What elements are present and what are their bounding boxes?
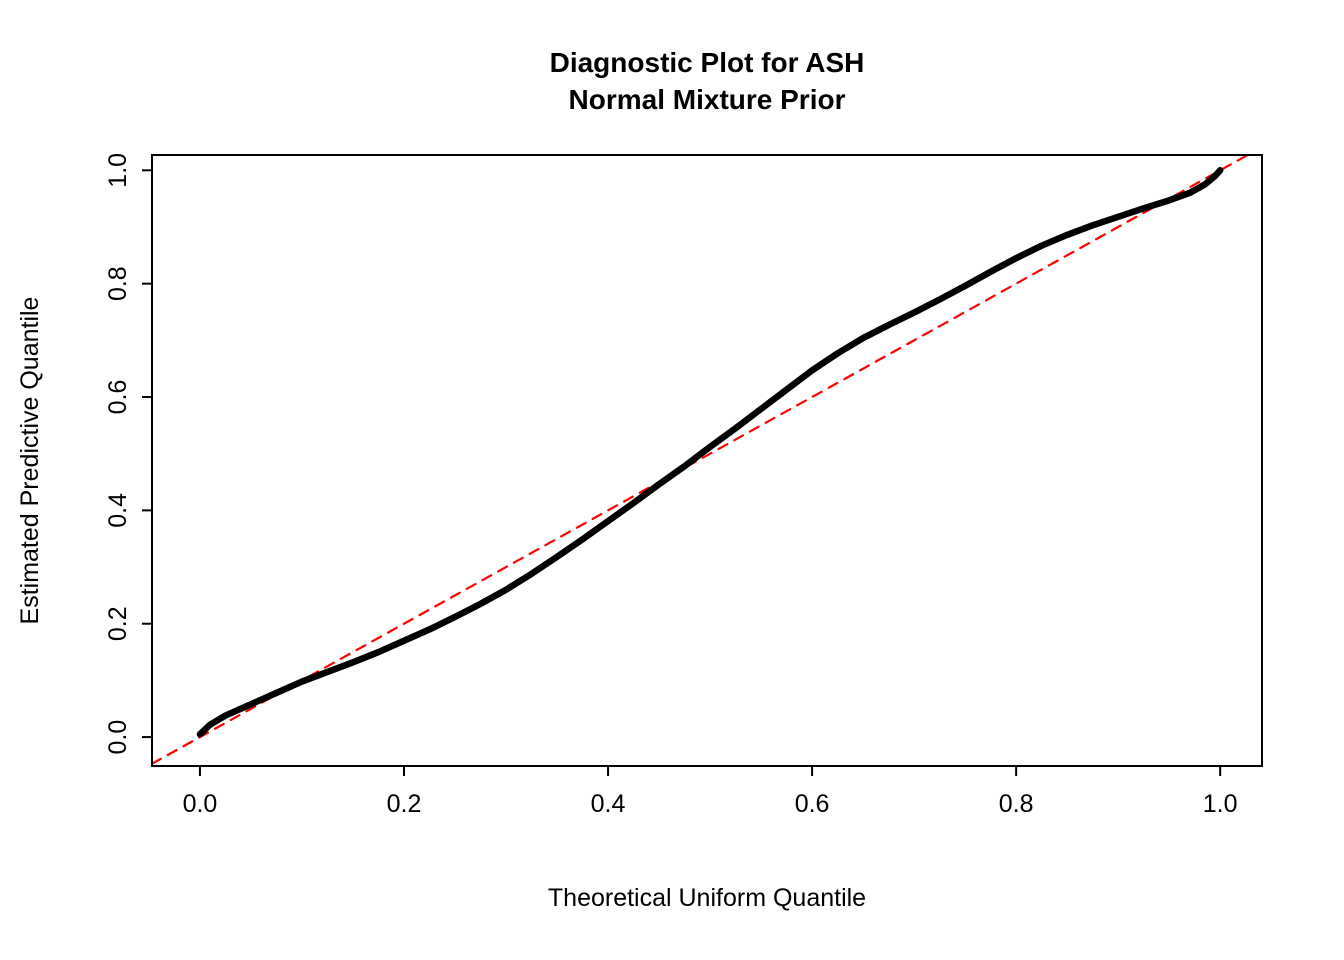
chart-title: Diagnostic Plot for ASH Normal Mixture P… xyxy=(152,44,1262,118)
x-tick-label: 0.8 xyxy=(999,790,1034,818)
chart-title-line1: Diagnostic Plot for ASH xyxy=(549,47,865,78)
chart-title-line2: Normal Mixture Prior xyxy=(568,84,846,115)
plot-frame xyxy=(151,154,1263,767)
x-tick-label: 0.0 xyxy=(183,790,218,818)
x-tick-label: 0.6 xyxy=(795,790,830,818)
y-tick-label: 0.8 xyxy=(104,266,132,301)
x-tick-label: 0.2 xyxy=(387,790,422,818)
x-axis-title: Theoretical Uniform Quantile xyxy=(547,884,867,912)
y-tick-label: 0.0 xyxy=(104,720,132,755)
y-tick-label: 0.2 xyxy=(104,606,132,641)
y-tick-label: 0.6 xyxy=(104,380,132,415)
y-tick-label: 1.0 xyxy=(104,153,132,188)
y-axis-title: Estimated Predictive Quantile xyxy=(16,296,44,625)
estimated-predictive-quantiles-series xyxy=(196,167,1224,738)
x-tick-label: 1.0 xyxy=(1203,790,1238,818)
y-tick-label: 0.4 xyxy=(104,493,132,528)
x-tick-label: 0.4 xyxy=(591,790,626,818)
identity-reference-line-series xyxy=(150,153,1249,765)
